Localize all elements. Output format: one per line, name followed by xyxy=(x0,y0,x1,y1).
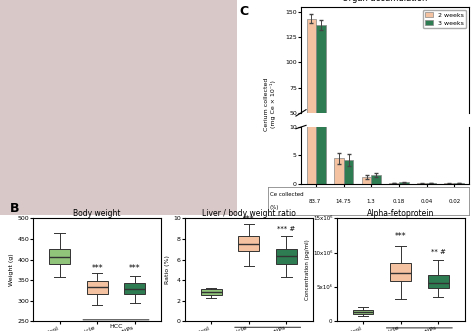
PathPatch shape xyxy=(353,310,373,314)
Bar xyxy=(371,162,381,164)
Title: Liver / body weight ratio: Liver / body weight ratio xyxy=(202,209,296,218)
Bar xyxy=(344,160,354,184)
PathPatch shape xyxy=(201,289,221,295)
PathPatch shape xyxy=(390,263,411,281)
Bar xyxy=(334,158,344,184)
Text: 1.3: 1.3 xyxy=(367,199,375,204)
Legend: 2 weeks, 3 weeks: 2 weeks, 3 weeks xyxy=(423,10,466,28)
Bar xyxy=(344,159,354,164)
Y-axis label: Weight (g): Weight (g) xyxy=(9,254,15,286)
PathPatch shape xyxy=(49,249,70,264)
Bar xyxy=(307,19,316,164)
Bar xyxy=(316,25,326,164)
Bar xyxy=(454,183,464,184)
Bar xyxy=(362,177,371,184)
Text: B: B xyxy=(9,202,19,215)
Text: ***: *** xyxy=(129,263,141,273)
Bar xyxy=(334,159,344,164)
Y-axis label: Concentration (pg/ml): Concentration (pg/ml) xyxy=(305,239,310,300)
PathPatch shape xyxy=(276,249,297,263)
Text: 0.04: 0.04 xyxy=(421,199,433,204)
PathPatch shape xyxy=(87,281,108,294)
Text: (%): (%) xyxy=(270,205,279,210)
Text: ***: *** xyxy=(91,263,103,273)
Text: Ce collected: Ce collected xyxy=(270,192,303,197)
Text: C: C xyxy=(239,5,248,18)
Title: Body weight: Body weight xyxy=(73,209,121,218)
Text: ***: *** xyxy=(243,214,255,223)
Text: *** #: *** # xyxy=(277,226,296,232)
Text: Cerium collected
(mg Ce × 10⁻¹): Cerium collected (mg Ce × 10⁻¹) xyxy=(264,77,276,131)
Bar xyxy=(307,0,316,184)
Bar xyxy=(389,183,399,184)
Bar xyxy=(427,183,436,184)
Text: 0.02: 0.02 xyxy=(449,199,461,204)
Y-axis label: Ratio (%): Ratio (%) xyxy=(165,255,170,284)
Text: 83.7: 83.7 xyxy=(309,199,321,204)
Text: ** #: ** # xyxy=(431,249,446,255)
PathPatch shape xyxy=(125,283,145,294)
Bar xyxy=(371,175,381,184)
Title: Organ accumulation: Organ accumulation xyxy=(342,0,428,3)
PathPatch shape xyxy=(238,236,259,251)
Text: ***: *** xyxy=(395,232,406,241)
Bar xyxy=(399,182,409,184)
Text: 14.75: 14.75 xyxy=(335,199,351,204)
Text: HCC: HCC xyxy=(109,324,123,329)
Text: 0.18: 0.18 xyxy=(393,199,405,204)
PathPatch shape xyxy=(428,274,448,288)
Bar xyxy=(316,0,326,184)
Bar xyxy=(362,162,371,164)
Title: Alpha-fetoprotein: Alpha-fetoprotein xyxy=(367,209,434,218)
